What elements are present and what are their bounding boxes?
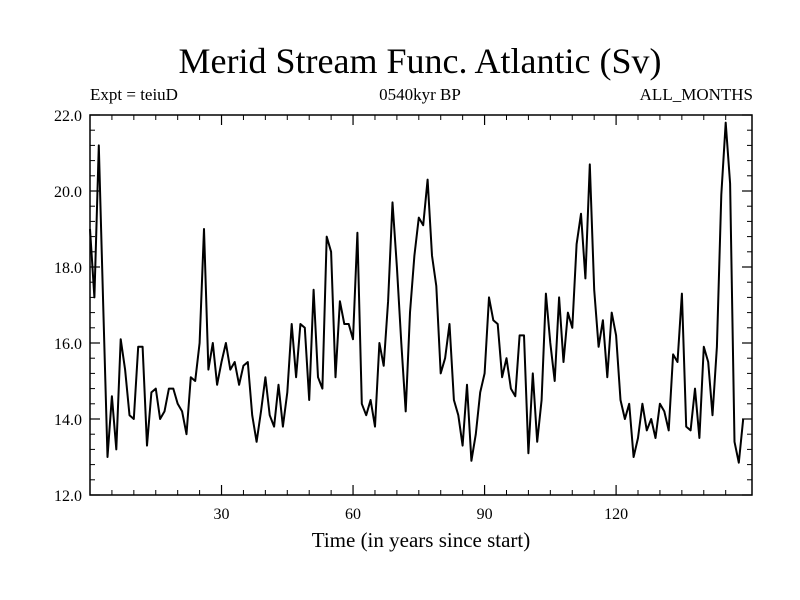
experiment-label: Expt = teiuD — [90, 85, 178, 104]
x-tick-label: 120 — [604, 506, 628, 523]
y-axis-ticks: 12.0 14.0 16.0 18.0 20.0 22.0 — [54, 108, 752, 505]
y-tick-label: 16.0 — [54, 336, 82, 353]
y-tick-label: 22.0 — [54, 108, 82, 125]
plot-frame — [89, 114, 753, 496]
y-tick-label: 18.0 — [54, 260, 82, 277]
y-tick-label: 14.0 — [54, 412, 82, 429]
x-axis-ticks: 30 60 90 120 — [111, 115, 727, 523]
series-line-stream-function — [89, 121, 745, 464]
months-label: ALL_MONTHS — [640, 85, 753, 104]
x-tick-label: 60 — [345, 506, 361, 523]
x-tick-label: 30 — [214, 506, 230, 523]
x-axis-label: Time (in years since start) — [312, 528, 531, 552]
y-tick-label: 20.0 — [54, 184, 82, 201]
chart-subtitle: 0540kyr BP — [379, 85, 461, 104]
x-tick-label: 90 — [477, 506, 493, 523]
chart-title: Merid Stream Func. Atlantic (Sv) — [179, 41, 662, 81]
y-tick-label: 12.0 — [54, 488, 82, 505]
